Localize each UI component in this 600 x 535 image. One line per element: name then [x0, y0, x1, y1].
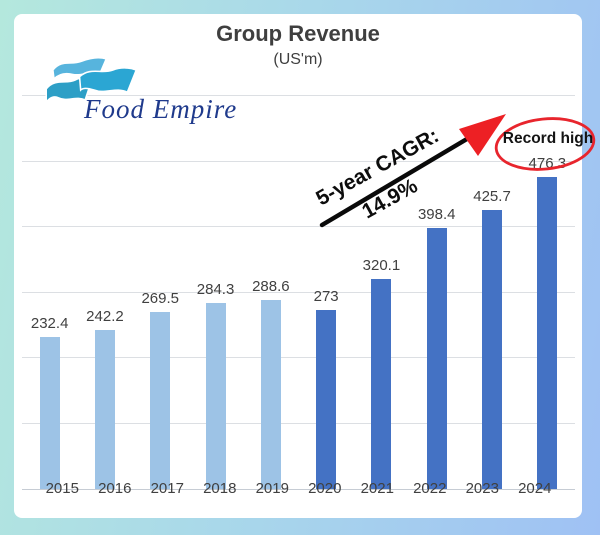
revenue-bar-2018 [205, 302, 226, 489]
bar-column: 284.3 [188, 96, 243, 489]
x-axis-label: 2020 [308, 480, 342, 497]
chart-card: Group Revenue (US'm) Food Empire 232.4 24… [14, 14, 582, 518]
gridline [22, 357, 575, 359]
x-axis-label: 2015 [45, 480, 79, 497]
bar-value-label: 288.6 [252, 277, 290, 295]
logo-text: Food Empire [84, 94, 238, 124]
revenue-bar-2024 [537, 177, 558, 489]
bar-value-label: 232.4 [30, 314, 69, 332]
gridline [22, 95, 575, 96]
logo-flags-icon [45, 56, 138, 105]
bar-column: 269.5 [133, 96, 188, 489]
gridline [22, 422, 575, 424]
revenue-bar-2019 [260, 299, 281, 489]
chart-title: Group Revenue [216, 21, 380, 46]
bar-column: 273 [298, 96, 353, 489]
x-axis-label: 2021 [360, 480, 394, 497]
chart-header: Group Revenue (US'm) [14, 20, 582, 70]
x-axis-label: 2022 [413, 480, 447, 497]
bar-column: 320.1 [354, 96, 409, 489]
company-logo: Food Empire [42, 50, 257, 138]
bar-column: 288.6 [243, 96, 298, 489]
x-axis-label: 2017 [150, 480, 184, 497]
revenue-bar-2021 [371, 279, 392, 489]
chart-subtitle: (US'm) [273, 51, 323, 68]
bar-column: 476.3 [520, 96, 575, 489]
x-axis-labels: 2015 2016 2017 2018 2019 2020 2021 2022 2023 2024 [36, 479, 561, 499]
revenue-bar-2022 [426, 228, 447, 489]
x-axis-label: 2016 [98, 480, 132, 497]
x-axis-label: 2018 [203, 480, 237, 497]
gridline [22, 291, 575, 293]
bar-value-label: 476.3 [528, 155, 567, 173]
revenue-bar-2017 [150, 312, 171, 489]
gridline [22, 160, 575, 162]
x-axis-label: 2019 [255, 480, 289, 497]
x-axis-label: 2023 [465, 480, 499, 497]
logo-flag-right [78, 67, 138, 94]
bar-value-label: 242.2 [86, 308, 124, 326]
plot-area: 232.4 242.2 269.5 284.3 288.6 273 320.1 398.4 42… [22, 95, 575, 490]
revenue-bar-2020 [316, 310, 337, 489]
bar-column: 398.4 [409, 96, 464, 489]
bar-value-label: 273 [313, 288, 339, 306]
bar-series: 232.4 242.2 269.5 284.3 288.6 273 320.1 398.4 42… [22, 96, 575, 489]
bar-column: 425.7 [464, 96, 519, 489]
bar-value-label: 320.1 [362, 257, 401, 275]
x-axis-label: 2024 [518, 480, 552, 497]
bar-value-label: 284.3 [196, 280, 235, 298]
bar-column: 232.4 [22, 96, 77, 489]
revenue-bar-2015 [39, 336, 60, 489]
bar-value-label: 425.7 [473, 188, 511, 206]
revenue-bar-2016 [94, 330, 115, 489]
revenue-bar-2023 [482, 210, 503, 489]
gridline [22, 226, 575, 228]
bar-value-label: 269.5 [141, 290, 180, 308]
bar-column: 242.2 [77, 96, 132, 489]
